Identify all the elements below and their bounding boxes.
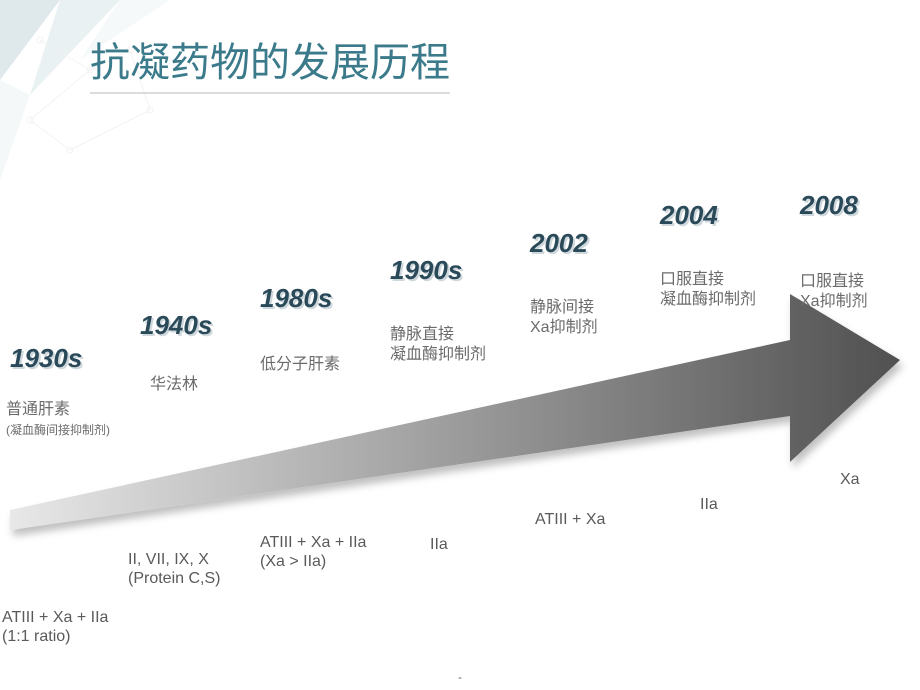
timeline-year-6: 2008 bbox=[800, 190, 858, 221]
timeline-mechanism-0: ATIII + Xa + IIa(1:1 ratio) bbox=[2, 608, 108, 646]
timeline-year-3: 1990s bbox=[390, 255, 462, 286]
slide-title-text: 抗凝药物的发展历程 bbox=[90, 41, 450, 85]
timeline-desc-2: 低分子肝素 bbox=[260, 355, 340, 375]
timeline-mechanism-6: Xa bbox=[840, 470, 860, 489]
footer-dash: - bbox=[458, 670, 462, 684]
timeline-desc-6: 口服直接Xa抑制剂 bbox=[800, 272, 868, 312]
slide-title: 抗凝药物的发展历程 bbox=[90, 30, 450, 94]
timeline-mechanism-3: IIa bbox=[430, 535, 448, 554]
timeline-mechanism-2: ATIII + Xa + IIa(Xa > IIa) bbox=[260, 533, 366, 571]
timeline-mechanism-1: II, VII, IX, X(Protein C,S) bbox=[128, 550, 220, 588]
timeline-desc-0: 普通肝素(凝血酶间接抑制剂) bbox=[6, 400, 110, 440]
timeline-desc-3: 静脉直接凝血酶抑制剂 bbox=[390, 325, 486, 365]
timeline-year-0: 1930s bbox=[10, 343, 82, 374]
timeline-mechanism-5: IIa bbox=[700, 495, 718, 514]
timeline-desc-1: 华法林 bbox=[150, 375, 198, 395]
timeline-year-1: 1940s bbox=[140, 310, 212, 341]
timeline-desc-4: 静脉间接Xa抑制剂 bbox=[530, 298, 598, 338]
timeline-desc-5: 口服直接凝血酶抑制剂 bbox=[660, 270, 756, 310]
timeline-mechanism-4: ATIII + Xa bbox=[535, 510, 605, 529]
timeline-year-2: 1980s bbox=[260, 283, 332, 314]
timeline-year-5: 2004 bbox=[660, 200, 718, 231]
timeline-year-4: 2002 bbox=[530, 228, 588, 259]
